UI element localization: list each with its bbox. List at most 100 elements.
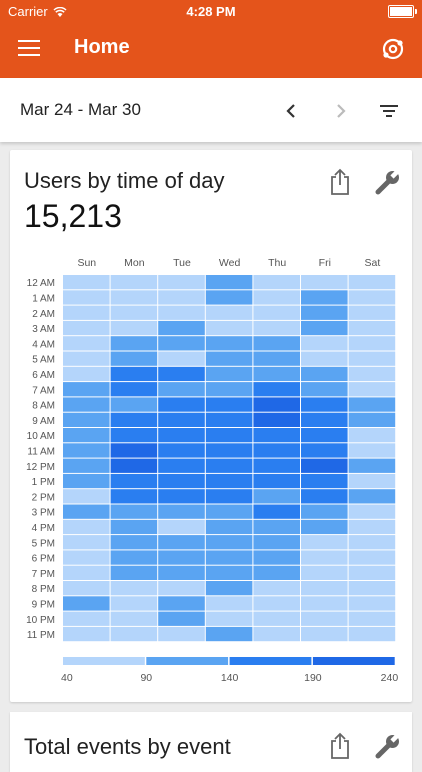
heatmap-cell (253, 412, 300, 427)
heatmap-cell (110, 320, 158, 336)
heatmap-cell (205, 458, 253, 473)
heatmap-cell (158, 366, 205, 382)
heatmap-cell (205, 275, 253, 290)
heatmap-cell (205, 382, 253, 397)
heatmap-cell (63, 458, 110, 473)
heatmap-cell (110, 611, 158, 626)
heatmap-cell (110, 366, 158, 382)
heatmap-cell (253, 443, 300, 458)
heatmap-cell (158, 382, 205, 397)
heatmap-cell (63, 366, 110, 382)
heatmap-cell (63, 305, 110, 320)
heatmap-cell (158, 320, 205, 336)
heatmap-cell (205, 290, 253, 305)
heatmap-cell (205, 550, 253, 565)
heatmap-cell (158, 596, 205, 611)
hour-label: 3 AM (32, 324, 55, 335)
heatmap-cell (253, 565, 300, 580)
heatmap-cell (301, 275, 348, 290)
heatmap-cell (253, 428, 300, 443)
carrier-label: Carrier (8, 4, 48, 19)
hour-label: 5 PM (32, 538, 55, 549)
heatmap-cell (63, 397, 110, 412)
heatmap-cell (205, 351, 253, 366)
heatmap-cell (110, 458, 158, 473)
analytics-gear-icon[interactable] (380, 36, 406, 62)
heatmap-cell (253, 275, 300, 290)
heatmap-cell (301, 550, 348, 565)
status-bar: Carrier 4:28 PM (0, 0, 422, 22)
heatmap-cell (301, 535, 348, 550)
wrench-icon[interactable] (374, 168, 402, 196)
heatmap-cell (348, 397, 396, 412)
hour-label: 9 AM (32, 416, 55, 427)
heatmap-cell (158, 305, 205, 320)
heatmap-cell (301, 581, 348, 596)
heatmap-cell (348, 504, 396, 519)
heatmap-cell (301, 611, 348, 626)
filter-icon[interactable] (374, 96, 404, 126)
heatmap-cell (63, 519, 110, 535)
clock: 4:28 PM (186, 4, 236, 19)
share-icon[interactable] (328, 168, 352, 196)
heatmap-cell (158, 351, 205, 366)
heatmap-cell (110, 565, 158, 580)
heatmap-cell (158, 275, 205, 290)
heatmap-cell (63, 382, 110, 397)
hour-label: 3 PM (32, 508, 55, 519)
heatmap-cell (301, 565, 348, 580)
heatmap-cell (301, 351, 348, 366)
heatmap-cell (205, 320, 253, 336)
chevron-right-icon[interactable] (326, 96, 356, 126)
hour-label: 10 AM (27, 431, 55, 442)
heatmap-cell (348, 320, 396, 336)
heatmap-cell (110, 412, 158, 427)
heatmap-cell (253, 397, 300, 412)
legend-tick-label: 190 (304, 672, 322, 684)
heatmap-cell (253, 305, 300, 320)
legend-tick-label: 40 (61, 672, 73, 684)
heatmap-cell (301, 428, 348, 443)
total-events-card: Total events by event (10, 712, 412, 772)
heatmap-cell (348, 581, 396, 596)
heatmap-cell (348, 290, 396, 305)
heatmap-cell (205, 581, 253, 596)
chevron-left-icon[interactable] (276, 96, 306, 126)
heatmap-cell (348, 565, 396, 580)
menu-icon[interactable] (18, 40, 40, 58)
heatmap-cell (63, 443, 110, 458)
heatmap-cell (348, 351, 396, 366)
date-range[interactable]: Mar 24 - Mar 30 (20, 100, 141, 119)
heatmap-cell (110, 519, 158, 535)
heatmap-cell (205, 305, 253, 320)
heatmap-cell (301, 412, 348, 427)
heatmap-cell (158, 473, 205, 489)
heatmap-cell (301, 626, 348, 642)
heatmap-cell (63, 275, 110, 290)
hour-label: 12 AM (27, 278, 55, 289)
heatmap-cell (253, 382, 300, 397)
heatmap-cell (110, 473, 158, 489)
heatmap-cell (205, 596, 253, 611)
heatmap-cell (253, 458, 300, 473)
hour-label: 5 AM (32, 355, 55, 366)
heatmap-cell (205, 626, 253, 642)
heatmap-cell (110, 397, 158, 412)
wrench-icon[interactable] (374, 732, 402, 760)
heatmap-cell (348, 519, 396, 535)
card-value: 15,213 (24, 198, 122, 234)
heatmap-cell (301, 366, 348, 382)
heatmap-cell (63, 412, 110, 427)
heatmap-cell (63, 626, 110, 642)
hour-label: 6 PM (32, 554, 55, 565)
heatmap-cell (110, 336, 158, 351)
heatmap-cell (301, 305, 348, 320)
heatmap-cell (63, 596, 110, 611)
heatmap-cell (205, 412, 253, 427)
heatmap-cell (301, 320, 348, 336)
heatmap-cell (110, 626, 158, 642)
page-title: Home (74, 36, 130, 58)
heatmap-cell (348, 611, 396, 626)
heatmap-cell (253, 626, 300, 642)
share-icon[interactable] (328, 732, 352, 760)
